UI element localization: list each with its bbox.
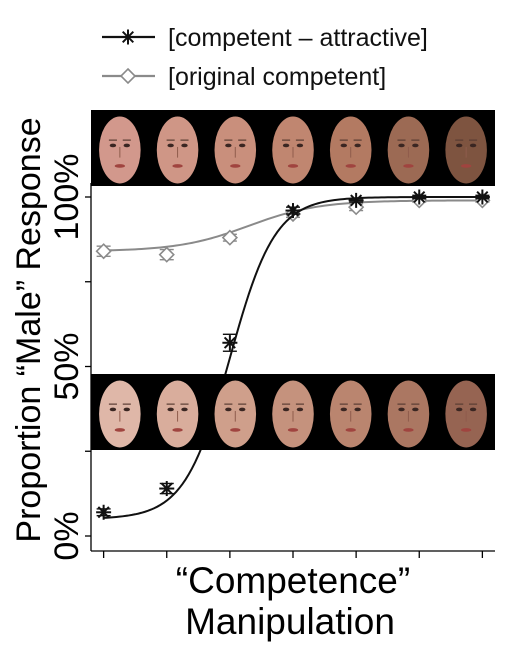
legend: [competent – attractive] [original compe… [102,24,428,91]
face-image [445,116,487,184]
face-image [329,380,372,448]
face-image [156,380,199,448]
legend-marker-diamond [119,67,137,85]
data-point [159,481,175,497]
x-axis [91,550,495,558]
face-image [99,116,141,184]
data-point [411,189,427,205]
legend-label-original-competent: [original competent] [168,63,386,91]
x-axis-label-line-2: Manipulation [185,601,395,642]
x-ticks [102,551,484,558]
y-tick-label: 0% [48,511,86,560]
data-point [474,189,490,205]
face-image [445,380,487,448]
y-axis-label: Proportion “Male” Response [10,117,48,542]
data-point [285,203,301,219]
fit-curve [103,196,483,519]
legend-diamond-icon [119,67,137,85]
face-strip-middle [91,374,495,450]
face-image [214,380,257,448]
face-image [214,116,257,184]
face-image [156,116,199,184]
data-point [222,335,238,351]
series-layer [95,189,491,520]
data-point [96,504,112,520]
legend-asterisk-icon [120,29,136,45]
x-axis-label-line-1: “Competence” [176,560,410,601]
data-point [158,246,175,263]
data-point [95,243,112,260]
face-image [99,380,141,448]
series-0 [96,189,490,520]
face-image [387,116,430,184]
y-ticks: 0% 50% 100% [48,154,91,561]
legend-marker-asterisk [120,29,136,45]
legend-entry-competent-attractive: [competent – attractive] [102,24,428,52]
data-point [221,229,239,246]
y-axis: 0% 50% 100% [48,154,92,561]
data-point [348,192,364,208]
face-strip-top [91,110,495,186]
legend-label-competent-attractive: [competent – attractive] [168,24,428,52]
y-tick-label: 100% [48,154,86,241]
legend-entry-original-competent: [original competent] [102,63,386,91]
face-image [329,116,372,184]
face-image [272,116,314,184]
y-tick-label: 50% [48,332,86,400]
face-image [272,380,314,448]
face-image [387,380,430,448]
